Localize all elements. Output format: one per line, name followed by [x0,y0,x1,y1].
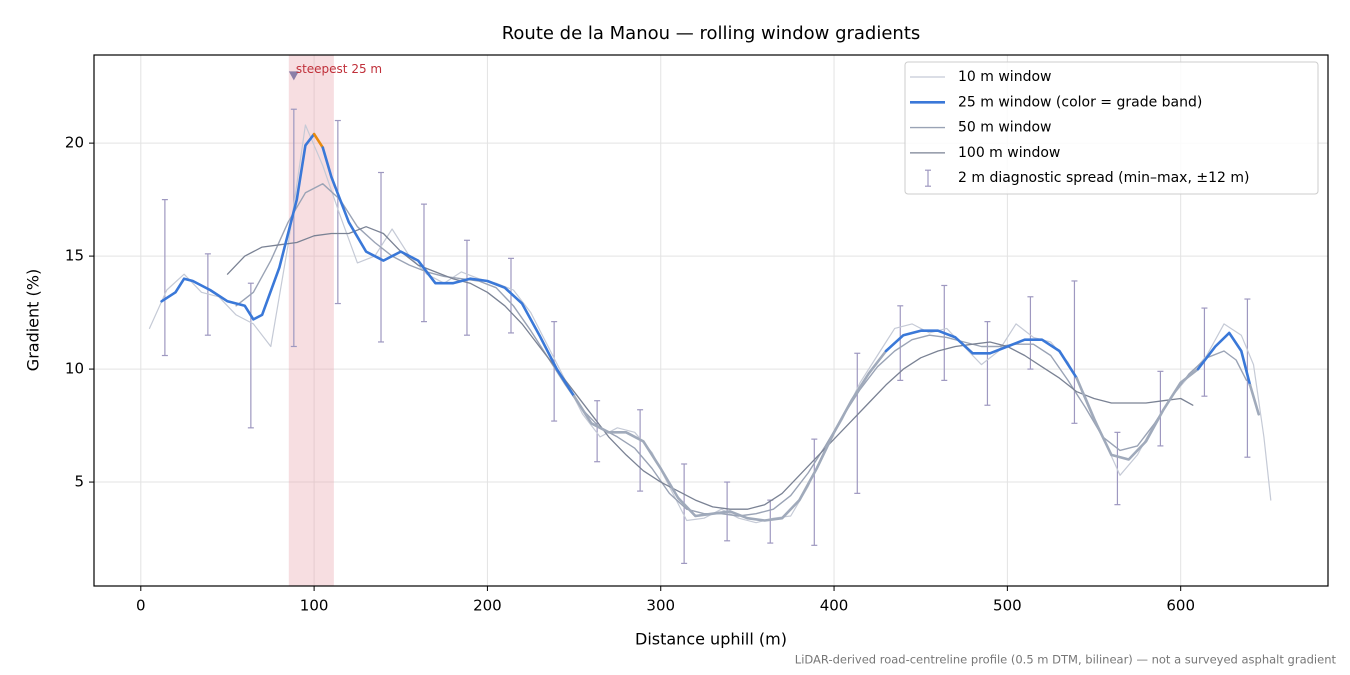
series-line [1248,383,1260,416]
series-line [226,226,1194,510]
x-tick-label: 600 [1166,597,1195,615]
series-line [235,183,1248,517]
x-tick-label: 0 [136,597,146,615]
legend-label: 50 m window [958,120,1051,136]
y-tick-label: 20 [65,134,84,152]
x-tick-label: 200 [473,597,502,615]
y-tick-label: 15 [65,247,84,265]
legend-label: 25 m window (color = grade band) [958,94,1202,110]
series-line [1075,367,1200,461]
footnote: LiDAR-derived road-centreline profile (0… [795,653,1337,667]
steepest-window [288,55,334,586]
y-tick-label: 5 [74,473,84,491]
legend-label: 10 m window [958,69,1051,85]
series-line [312,132,325,149]
annotation: steepest 25 m [296,62,382,76]
x-tick-label: 100 [300,597,329,615]
series-line [160,132,316,321]
legend-label: 2 m diagnostic spread (min–max, ±12 m) [958,170,1249,186]
plot-frame [93,54,1329,587]
x-tick-label: 500 [993,597,1022,615]
series-line [321,146,576,398]
legend-box [904,61,1319,195]
series-line [572,349,888,522]
x-axis-label: Distance uphill (m) [635,630,787,649]
chart-title: Route de la Manou — rolling window gradi… [502,23,921,44]
x-tick-label: 300 [646,597,675,615]
series-line [1196,331,1252,387]
x-tick-label: 400 [820,597,849,615]
steepest-marker [288,71,299,81]
legend: 10 m window 25 m window (color = grade ba… [904,61,1319,195]
y-axis-label: Gradient (%) [24,269,43,371]
legend-label: 100 m window [958,145,1060,161]
series-line [884,329,1078,380]
y-tick-label: 10 [65,360,84,378]
